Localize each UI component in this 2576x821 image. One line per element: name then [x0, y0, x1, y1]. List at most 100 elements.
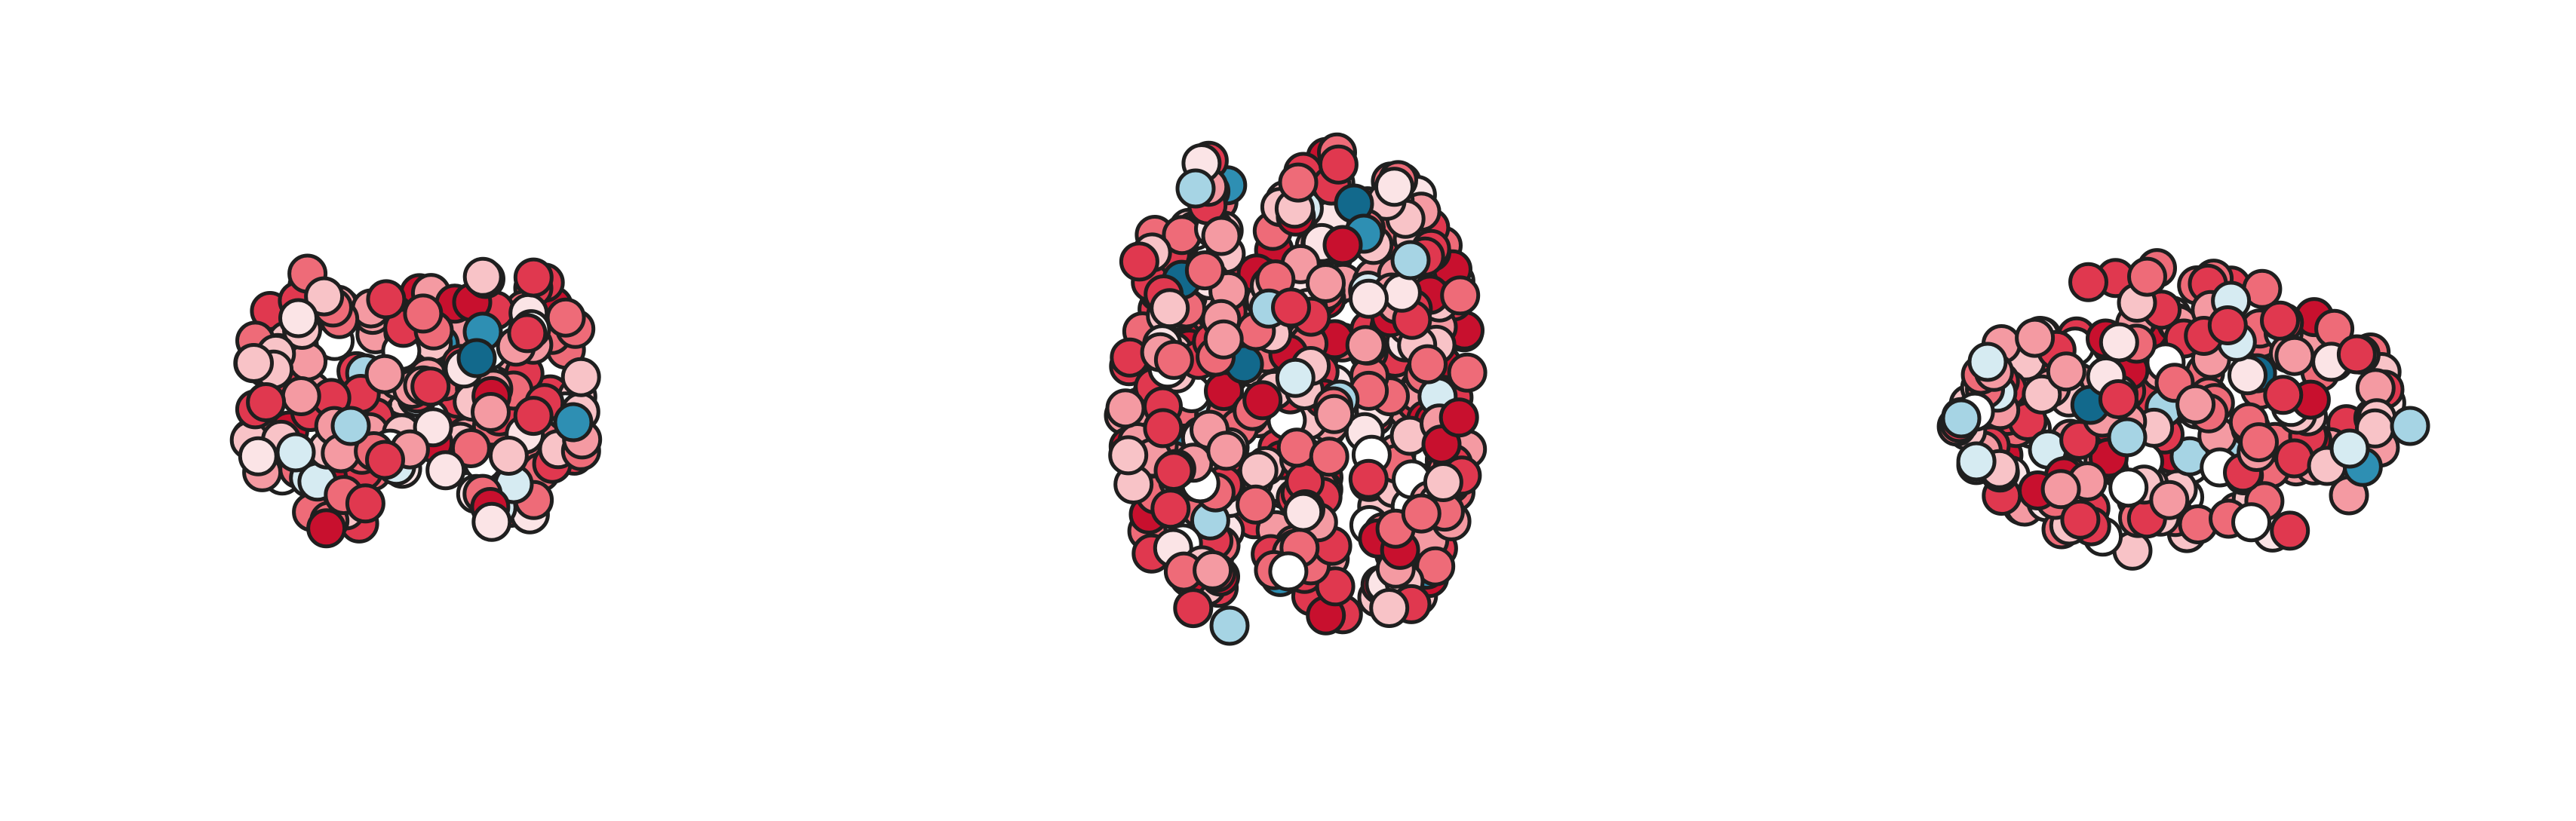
brain-node: [1173, 588, 1214, 629]
brain-node: [2127, 256, 2167, 297]
brain-node: [513, 257, 554, 298]
brain-node: [513, 396, 554, 437]
brain-node: [2108, 467, 2149, 508]
brain-node: [1206, 430, 1247, 471]
brain-node: [1447, 352, 1488, 393]
brain-node: [1348, 458, 1389, 499]
brain-node: [2274, 335, 2315, 376]
brain-node: [1119, 241, 1159, 282]
brain-node: [1268, 551, 1309, 592]
brain-node: [1203, 319, 1244, 360]
brain-node: [1150, 489, 1191, 529]
brain-node: [471, 501, 512, 542]
brain-node: [1440, 275, 1481, 316]
brain-node: [1153, 339, 1194, 380]
brain-node: [488, 436, 529, 476]
brain-node: [1201, 216, 1242, 256]
brain-node: [2239, 422, 2279, 463]
brain-node: [2022, 374, 2062, 415]
brain-node: [1283, 492, 1324, 532]
brain-node: [2060, 499, 2101, 540]
brain-node: [1381, 272, 1422, 313]
brain-node: [2015, 317, 2056, 358]
brain-node: [2040, 469, 2081, 510]
brain-node: [2260, 300, 2300, 341]
brain-node: [1423, 462, 1463, 502]
brain-node: [364, 354, 405, 394]
brain-node: [425, 450, 466, 491]
brain-node: [1438, 397, 1479, 438]
brain-node: [2149, 479, 2190, 520]
brain-node: [2336, 334, 2377, 375]
brain-node: [1276, 427, 1317, 468]
brain-node: [1271, 287, 1311, 328]
brain-node: [365, 440, 405, 480]
brain-node: [1309, 437, 1349, 477]
brain-node: [2207, 305, 2248, 345]
brain-node: [278, 298, 318, 339]
brain-node: [1390, 240, 1431, 280]
brain-node: [2329, 428, 2370, 469]
brain-node: [1242, 380, 1283, 421]
brain-node: [2274, 438, 2315, 479]
brain-node: [560, 357, 601, 397]
brain-node: [1105, 388, 1146, 429]
brain-node: [366, 279, 407, 320]
brain-node: [1401, 493, 1442, 534]
brain-node: [507, 313, 548, 354]
brain-node: [238, 436, 278, 476]
brain-node: [246, 382, 287, 422]
brain-node: [330, 406, 371, 446]
brain-node: [1150, 288, 1190, 329]
brain-node: [2099, 322, 2139, 363]
brain-node: [1956, 441, 1997, 482]
brain-node: [1153, 451, 1194, 492]
brain-node: [1236, 484, 1276, 525]
brain-node: [2228, 355, 2267, 396]
brain-node: [553, 402, 594, 443]
brain-node: [2263, 375, 2304, 415]
brain-node: [1322, 225, 1363, 265]
brain-node: [471, 392, 511, 432]
brain-node: [1349, 278, 1389, 319]
brain-node: [234, 343, 274, 383]
brain-node: [1369, 588, 1410, 628]
brain-node: [1408, 344, 1448, 384]
brain-node: [1184, 250, 1225, 291]
brain-node: [275, 432, 316, 473]
brain-node: [2175, 384, 2216, 424]
brain-node: [2098, 379, 2138, 419]
brain-node: [1314, 394, 1355, 434]
brain-node: [1967, 342, 2008, 382]
brain-node: [1209, 605, 1250, 646]
brain-node: [450, 428, 491, 468]
axial-view: [1104, 132, 1488, 646]
coronal-view: [229, 253, 603, 549]
brain-node: [456, 338, 497, 378]
brain-node: [462, 256, 503, 297]
brain-node: [1374, 167, 1414, 207]
brain-node: [1306, 263, 1346, 303]
brain-node: [306, 508, 347, 549]
brain-node: [2107, 417, 2148, 458]
brain-node: [304, 276, 345, 317]
brain-node: [281, 376, 321, 416]
brain-node: [1345, 325, 1386, 366]
brain-node: [2046, 351, 2086, 392]
brain-node: [1143, 408, 1184, 449]
brain-node: [2231, 502, 2271, 543]
brain-node: [1175, 168, 1216, 209]
sagittal-view: [1936, 248, 2430, 571]
brain-node: [2270, 510, 2310, 551]
brain-node: [1318, 144, 1359, 185]
brain-node: [1275, 357, 1316, 398]
brain-node: [410, 366, 451, 407]
brain-node: [545, 297, 586, 338]
brain-node: [2390, 406, 2430, 446]
brain-node: [1941, 398, 1982, 439]
brain-node: [345, 483, 385, 524]
brain-node: [1108, 435, 1149, 476]
brain-node: [403, 293, 444, 334]
brain-node: [2068, 262, 2108, 302]
